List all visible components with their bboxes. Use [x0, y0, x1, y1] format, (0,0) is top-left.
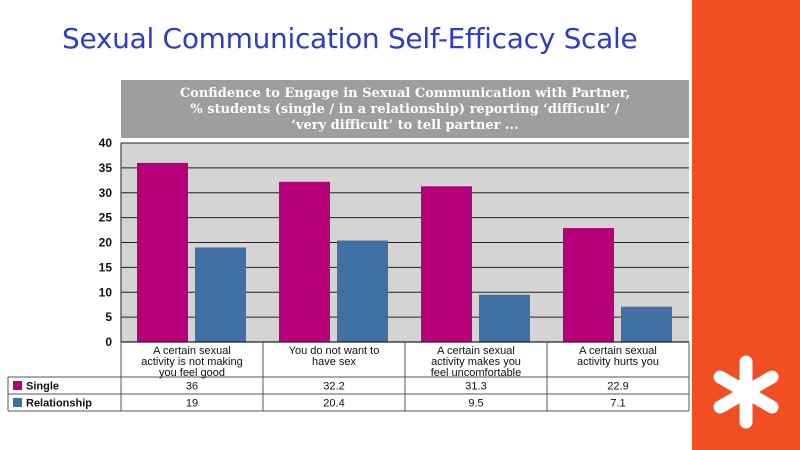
- data-label-relationship: 7.1: [610, 398, 625, 410]
- category-label: A certain sexual: [153, 345, 231, 357]
- data-label-single: 36: [186, 381, 198, 393]
- category-label: you feel good: [159, 367, 225, 379]
- chart-title-line-2: % students (single / in a relationship) …: [190, 102, 620, 117]
- data-label-relationship: 20.4: [323, 398, 344, 410]
- asterisk-icon: [713, 355, 779, 429]
- category-label: activity is not making: [141, 356, 242, 368]
- category-label: A certain sexual: [579, 345, 657, 357]
- legend-swatch-relationship: [13, 398, 22, 407]
- legend-label-relationship: Relationship: [26, 398, 92, 410]
- bar-relationship-3: [479, 294, 530, 342]
- y-tick-label: 35: [99, 161, 113, 175]
- bar-relationship-1: [195, 247, 246, 342]
- data-label-relationship: 19: [186, 398, 198, 410]
- category-label: feel uncomfortable: [431, 367, 522, 379]
- y-tick-label: 10: [99, 285, 113, 299]
- legend-swatch-single: [13, 381, 22, 390]
- chart-title: Confidence to Engage in Sexual Communica…: [121, 80, 689, 138]
- y-tick-label: 0: [105, 335, 112, 349]
- y-tick-label: 25: [99, 211, 113, 225]
- category-label: A certain sexual: [437, 345, 515, 357]
- bar-single-3: [421, 186, 472, 342]
- category-label: have sex: [312, 356, 357, 368]
- data-label-relationship: 9.5: [468, 398, 483, 410]
- slide-title: Sexual Communication Self-Efficacy Scale: [62, 22, 638, 55]
- data-label-single: 32.2: [323, 381, 344, 393]
- bar-relationship-2: [337, 240, 388, 342]
- chart-title-line-1: Confidence to Engage in Sexual Communica…: [179, 86, 631, 101]
- y-tick-label: 15: [99, 260, 113, 274]
- bar-single-4: [563, 228, 614, 342]
- data-label-single: 22.9: [607, 381, 628, 393]
- bar-single-2: [279, 181, 330, 342]
- legend-label-single: Single: [26, 381, 59, 393]
- bar-relationship-4: [621, 306, 672, 342]
- data-label-single: 31.3: [465, 381, 486, 393]
- chart-title-line-3: ‘very difficult’ to tell partner ...: [291, 118, 519, 133]
- category-label: activity hurts you: [577, 356, 659, 368]
- y-tick-label: 40: [99, 136, 113, 150]
- bar-single-1: [137, 162, 188, 342]
- y-tick-label: 5: [105, 310, 112, 324]
- category-label: activity makes you: [431, 356, 521, 368]
- category-label: You do not want to: [289, 345, 380, 357]
- y-tick-label: 20: [99, 236, 113, 250]
- y-tick-label: 30: [99, 186, 113, 200]
